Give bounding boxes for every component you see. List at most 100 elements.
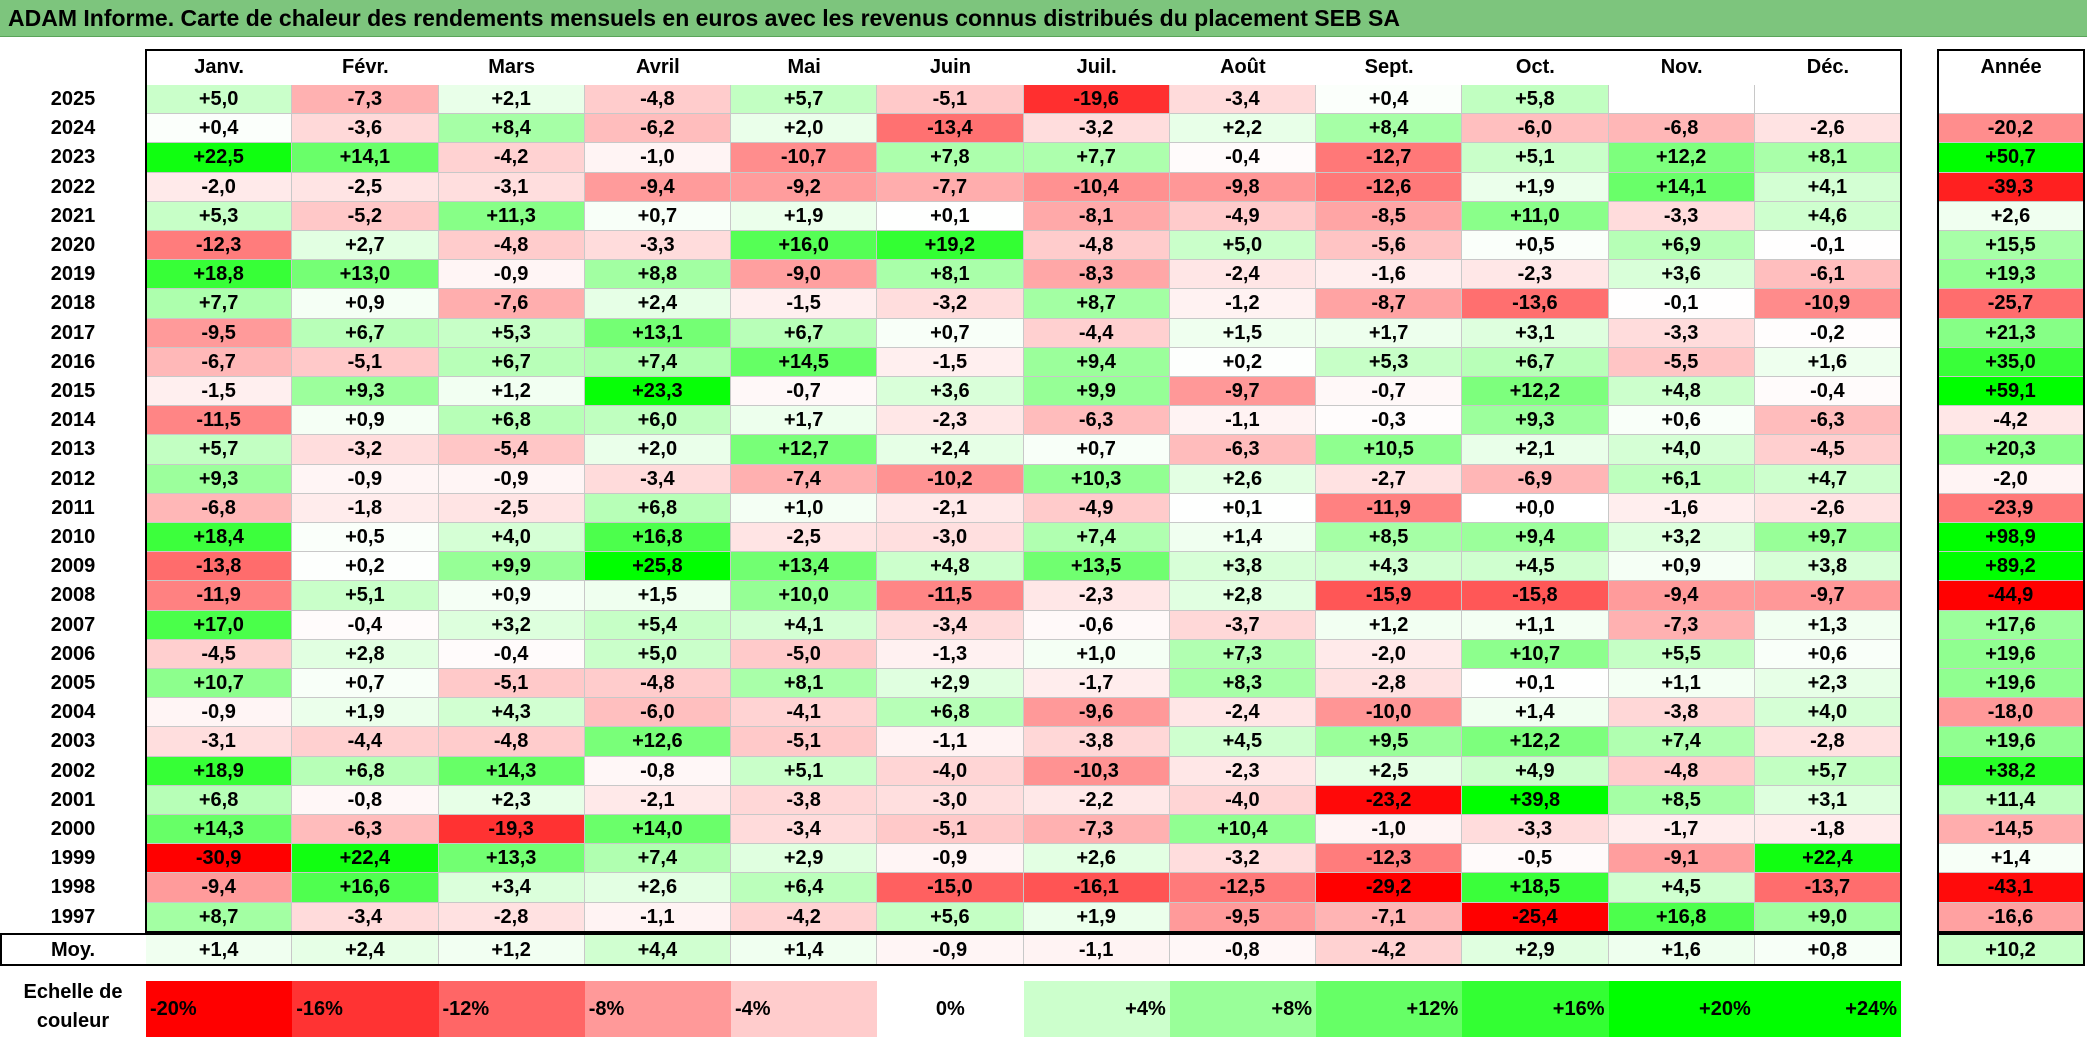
heatmap-cell: +6,8 [292, 756, 439, 786]
heatmap-cell: -12,3 [146, 231, 293, 261]
heatmap-cell: -1,7 [1023, 669, 1170, 699]
heatmap-cell: -0,1 [1754, 231, 1901, 261]
annual-cell: +19,6 [1938, 669, 2084, 699]
heatmap-cell: +9,5 [1316, 727, 1463, 757]
heatmap-cell: +6,4 [731, 873, 878, 903]
heatmap-cell: +1,9 [731, 201, 878, 231]
heatmap-cell: -11,9 [146, 581, 293, 611]
heatmap-cell: +18,8 [146, 260, 293, 290]
heatmap-cell: +5,0 [1169, 231, 1316, 261]
heatmap-cell: +10,0 [731, 581, 878, 611]
heatmap-cell: -10,2 [877, 464, 1024, 494]
heatmap-cell: +5,6 [877, 902, 1024, 932]
heatmap-cell: -7,3 [292, 85, 439, 115]
heatmap-cell: -1,3 [877, 639, 1024, 669]
heatmap-cell: +1,0 [1023, 639, 1170, 669]
heatmap-cell: +6,7 [731, 318, 878, 348]
heatmap-cell: -0,9 [146, 698, 293, 728]
heatmap-cell: -13,6 [1462, 289, 1609, 319]
heatmap-cell: -19,6 [1023, 85, 1170, 115]
month-header: Mars [438, 50, 585, 84]
heatmap-cell: -9,8 [1169, 172, 1316, 202]
heatmap-cell: +10,7 [1462, 639, 1609, 669]
scale-step: -4% [731, 981, 878, 1037]
heatmap-cell: +22,5 [146, 143, 293, 173]
heatmap-cell: +2,2 [1169, 114, 1316, 144]
heatmap-cell: +4,3 [1316, 552, 1463, 582]
heatmap-cell: +8,8 [584, 260, 731, 290]
annual-cell: -39,3 [1938, 172, 2084, 202]
annual-cell: -25,7 [1938, 289, 2084, 319]
heatmap-cell: +0,9 [438, 581, 585, 611]
heatmap-cell: -3,7 [1169, 610, 1316, 640]
row-year-label: 2016 [0, 347, 146, 377]
average-cell: +1,6 [1608, 935, 1755, 965]
heatmap-cell: -3,8 [1023, 727, 1170, 757]
heatmap-cell: +2,8 [1169, 581, 1316, 611]
heatmap-cell: +9,9 [1023, 377, 1170, 407]
heatmap-cell: -2,8 [438, 902, 585, 932]
scale-step: +4% [1023, 981, 1170, 1037]
average-label: Moy. [0, 935, 146, 965]
heatmap-cell: -10,4 [1023, 172, 1170, 202]
scale-label-line2: couleur [36, 1010, 110, 1032]
heatmap-cell: +4,8 [1608, 377, 1755, 407]
heatmap-cell: -5,1 [731, 727, 878, 757]
heatmap-cell: +4,7 [1754, 464, 1901, 494]
heatmap-cell: -0,8 [292, 785, 439, 815]
heatmap-cell: +0,2 [1169, 347, 1316, 377]
heatmap-cell: -13,4 [877, 114, 1024, 144]
scale-step: +20% [1608, 981, 1755, 1037]
heatmap-cell: +3,2 [438, 610, 585, 640]
heatmap-cell: -2,3 [1023, 581, 1170, 611]
heatmap-cell: +2,4 [584, 289, 731, 319]
annual-cell: +21,3 [1938, 318, 2084, 348]
heatmap-cell: -4,0 [877, 756, 1024, 786]
heatmap-cell: +2,0 [731, 114, 878, 144]
row-year-label: 2011 [0, 493, 146, 523]
heatmap-cell: +13,0 [292, 260, 439, 290]
heatmap-cell: +5,3 [146, 201, 293, 231]
heatmap-cell: -4,8 [1608, 756, 1755, 786]
heatmap-cell: +2,8 [292, 639, 439, 669]
heatmap-cell: +11,0 [1462, 201, 1609, 231]
heatmap-cell: -4,8 [584, 669, 731, 699]
heatmap-cell: -9,7 [1754, 581, 1901, 611]
month-header: Sept. [1316, 50, 1463, 84]
heatmap-cell: -4,9 [1169, 201, 1316, 231]
average-cell: +2,4 [292, 935, 439, 965]
annual-cell: -18,0 [1938, 698, 2084, 728]
heatmap-cell: -2,7 [1316, 464, 1463, 494]
heatmap-cell: +5,1 [292, 581, 439, 611]
heatmap-cell: +3,8 [1754, 552, 1901, 582]
heatmap-cell: -15,9 [1316, 581, 1463, 611]
heatmap-cell: +7,4 [584, 844, 731, 874]
heatmap-cell: -4,0 [1169, 785, 1316, 815]
heatmap-cell: +4,3 [438, 698, 585, 728]
heatmap-cell: +8,4 [1316, 114, 1463, 144]
heatmap-cell: -9,5 [146, 318, 293, 348]
heatmap-cell: -9,4 [146, 873, 293, 903]
heatmap-cell: +0,4 [146, 114, 293, 144]
row-year-label: 2012 [0, 464, 146, 494]
annual-cell: +19,3 [1938, 260, 2084, 290]
heatmap-cell: -6,2 [584, 114, 731, 144]
heatmap-cell: +12,2 [1608, 143, 1755, 173]
heatmap-cell: +5,7 [1754, 756, 1901, 786]
month-header: Déc. [1754, 50, 1901, 84]
heatmap-cell: +1,7 [731, 406, 878, 436]
row-year-label: 2018 [0, 289, 146, 319]
heatmap-cell: -25,4 [1462, 902, 1609, 932]
heatmap-cell: +1,5 [1169, 318, 1316, 348]
heatmap-cell: -7,3 [1608, 610, 1755, 640]
heatmap-cell: -3,8 [731, 785, 878, 815]
heatmap-cell: +14,3 [438, 756, 585, 786]
heatmap-cell: +3,1 [1462, 318, 1609, 348]
heatmap-cell: -19,3 [438, 815, 585, 845]
heatmap-cell: -0,4 [438, 639, 585, 669]
annual-cell [1938, 85, 2084, 115]
heatmap-cell: +7,4 [1023, 523, 1170, 553]
heatmap-cell: +4,6 [1754, 201, 1901, 231]
heatmap-cell: -3,6 [292, 114, 439, 144]
heatmap-cell: -5,5 [1608, 347, 1755, 377]
